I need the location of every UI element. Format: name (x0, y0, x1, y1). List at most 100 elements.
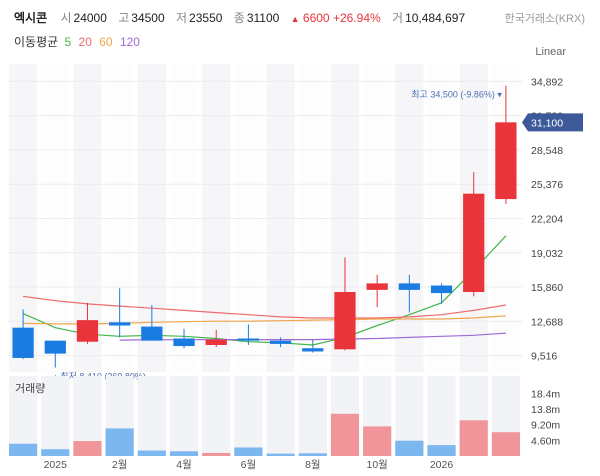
candle (334, 257, 356, 351)
ma-60-line (23, 315, 506, 325)
moving-average-title: 이동평균 (14, 35, 59, 49)
y-tick-label: 15,860 (531, 282, 563, 294)
y-tick-label: 12,688 (531, 316, 563, 328)
candle-body (44, 340, 66, 354)
candle-body (12, 327, 34, 358)
volume-bar (427, 445, 456, 456)
candle-body (173, 338, 195, 347)
volume-bar (105, 428, 134, 456)
candle (12, 309, 34, 360)
y-tick-label: 22,204 (531, 213, 563, 225)
candle (269, 337, 292, 348)
y-tick-label: 28,548 (531, 145, 563, 157)
candle-body (398, 283, 420, 290)
candle-body (366, 283, 388, 290)
candle (44, 340, 66, 368)
candle (398, 274, 420, 313)
ma-5-label[interactable]: 5 (64, 35, 72, 49)
scale-toggle-button[interactable]: Linear (535, 46, 566, 58)
volume-grid-column (137, 376, 166, 456)
volume-y-tick-label: 18.4m (531, 388, 560, 400)
y-tick-label: 19,032 (531, 248, 563, 260)
volume-y-tick-label: 13.8m (531, 404, 560, 416)
candle-body (302, 348, 324, 352)
volume-value: 10,484,697 (405, 11, 466, 25)
x-tick-label: 4월 (176, 459, 192, 471)
volume-bar (41, 449, 70, 456)
candle-body (430, 285, 453, 294)
volume-bar (363, 426, 392, 456)
x-tick-label: 8월 (305, 459, 321, 471)
ma-60-label[interactable]: 60 (99, 35, 113, 49)
y-tick-label: 9,516 (531, 351, 557, 363)
open-label: 시 (60, 11, 72, 25)
volume-grid-column (234, 376, 263, 456)
candle (495, 85, 517, 204)
stock-name: 엑시콘 (14, 11, 48, 25)
candle (463, 172, 485, 297)
current-price-label: 31,100 (531, 117, 563, 129)
volume-grid-column (298, 376, 327, 456)
x-tick-label: 2026 (430, 459, 454, 471)
y-tick-label: 25,376 (531, 179, 563, 191)
volume-grid-column (41, 376, 70, 456)
x-tick-label: 2월 (112, 459, 128, 471)
volume-grid-column (427, 376, 456, 456)
volume-bar (298, 453, 327, 456)
volume-bar (459, 420, 488, 456)
candle (141, 304, 163, 341)
close-value: 31100 (246, 11, 280, 25)
volume-title: 거래량 (15, 382, 45, 395)
x-tick-label: 6월 (241, 459, 257, 471)
x-tick-label: 10월 (366, 459, 387, 471)
ma-5-line (22, 235, 507, 346)
max-price-annotation: 최고 34,500 (-9.86%) ▾ (411, 90, 502, 100)
candle (173, 328, 195, 349)
candle-body (463, 193, 485, 293)
change-percent: +26.94% (332, 11, 381, 25)
volume-bar (169, 451, 199, 456)
moving-average-legend: 이동평균 5 20 60 120 (14, 33, 144, 50)
high-label: 고 (118, 11, 130, 25)
candle-body (109, 322, 131, 326)
volume-y-tick-label: 4.60m (531, 435, 560, 447)
volume-grid-column (266, 376, 295, 456)
candle-body (76, 320, 99, 342)
candle-body (269, 340, 292, 344)
volume-bar (202, 452, 231, 456)
candle (366, 274, 388, 308)
volume-bar (266, 453, 295, 456)
y-tick-label: 34,892 (531, 76, 563, 88)
candle (302, 339, 324, 353)
candle-body (495, 122, 517, 200)
candle-body (205, 339, 227, 345)
volume-bar (330, 413, 360, 456)
candle-body (141, 326, 163, 341)
exchange-name: 한국거래소(KRX) (504, 13, 585, 25)
volume-bar (234, 447, 263, 456)
x-tick-label: 2025 (44, 459, 68, 471)
volume-grid-column (202, 376, 231, 456)
volume-bar (137, 450, 166, 456)
change-value: 6600 (302, 11, 330, 25)
ma-120-label[interactable]: 120 (119, 35, 140, 49)
high-value: 34500 (131, 11, 165, 25)
low-value: 23550 (189, 11, 223, 25)
current-price-tag (522, 113, 583, 132)
volume-grid-column (9, 376, 38, 456)
price-header: 엑시콘 시 24000 고 34500 저 23550 종 31100 ▲ 6600 +… (14, 9, 589, 27)
volume-bar (9, 443, 38, 456)
volume-y-tick-label: 9.20m (531, 420, 560, 432)
ma-20-label[interactable]: 20 (78, 35, 92, 49)
close-label: 종 (233, 11, 245, 25)
candle (109, 288, 131, 338)
candle (430, 283, 453, 304)
candle-body (334, 292, 356, 350)
candle (205, 329, 227, 348)
candle-body (237, 338, 260, 341)
volume-bar (491, 432, 520, 456)
low-label: 저 (176, 11, 188, 25)
volume-bar (395, 440, 424, 456)
volume-label: 거 (392, 11, 404, 25)
